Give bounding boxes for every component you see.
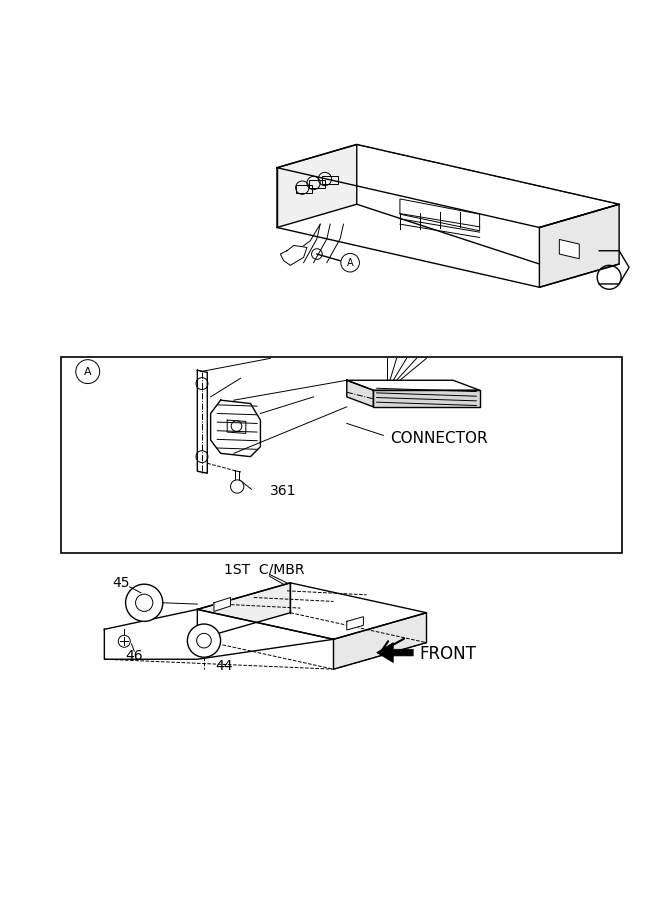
Text: CONNECTOR: CONNECTOR: [390, 430, 488, 446]
Polygon shape: [197, 370, 207, 473]
Polygon shape: [347, 616, 364, 630]
Polygon shape: [227, 420, 246, 434]
Text: 46: 46: [125, 649, 143, 663]
Polygon shape: [197, 583, 290, 639]
Polygon shape: [560, 239, 579, 258]
Polygon shape: [211, 400, 260, 456]
Polygon shape: [214, 598, 231, 611]
Polygon shape: [280, 246, 307, 266]
FancyBboxPatch shape: [61, 357, 622, 553]
Circle shape: [187, 624, 221, 657]
Circle shape: [231, 480, 244, 493]
Polygon shape: [540, 204, 619, 287]
Polygon shape: [400, 199, 480, 230]
Polygon shape: [197, 583, 426, 639]
Polygon shape: [334, 613, 426, 670]
Circle shape: [197, 634, 211, 648]
Circle shape: [125, 584, 163, 621]
Text: 361: 361: [270, 484, 297, 499]
Text: A: A: [347, 257, 354, 267]
Polygon shape: [377, 643, 414, 662]
Polygon shape: [347, 381, 480, 391]
Text: FRONT: FRONT: [420, 645, 477, 663]
Circle shape: [118, 635, 130, 647]
Polygon shape: [374, 391, 480, 407]
Text: 1ST  C/MBR: 1ST C/MBR: [223, 562, 304, 577]
Text: A: A: [84, 366, 91, 376]
Text: 44: 44: [215, 659, 233, 673]
Polygon shape: [277, 145, 619, 228]
Polygon shape: [104, 609, 334, 659]
Text: 45: 45: [112, 576, 129, 590]
Polygon shape: [277, 145, 357, 228]
Polygon shape: [347, 381, 374, 407]
Circle shape: [135, 594, 153, 611]
